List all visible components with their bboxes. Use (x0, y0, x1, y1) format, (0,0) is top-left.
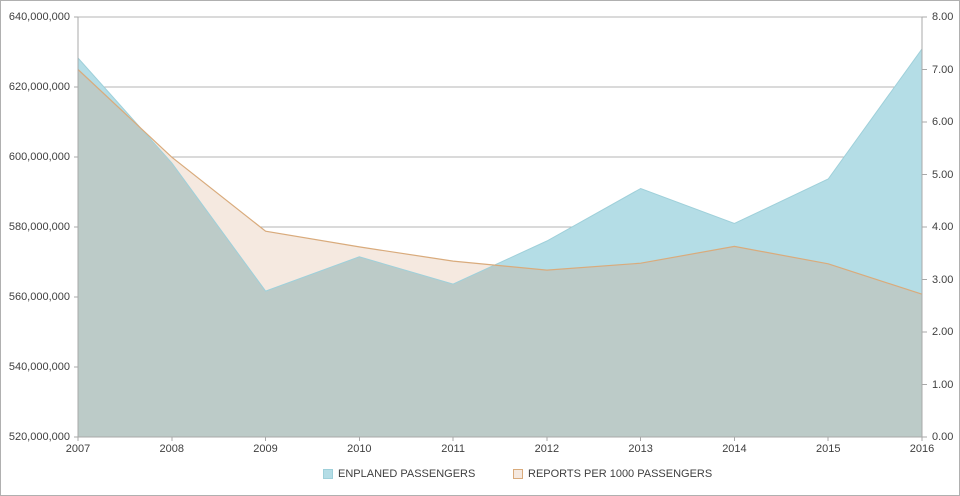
legend-swatch-enplaned-icon (323, 469, 333, 479)
x-axis-year-label: 2008 (159, 443, 184, 455)
right-axis-tick-label: 6.00 (932, 116, 954, 128)
right-axis-tick-label: 5.00 (932, 168, 954, 181)
x-axis-year-label: 2010 (347, 443, 372, 455)
right-axis-tick-label: 0.00 (932, 431, 954, 443)
right-axis-tick-label: 8.00 (932, 11, 954, 23)
legend-item-enplaned-passengers: ENPLANED PASSENGERS (323, 468, 475, 480)
legend-label-enplaned: ENPLANED PASSENGERS (338, 468, 476, 480)
left-axis-tick-label: 580,000,000 (8, 221, 70, 233)
legend-swatch-reports-icon (513, 469, 523, 479)
legend-item-reports-per-1000: REPORTS PER 1000 PASSENGERS (513, 468, 712, 480)
x-axis-year-label: 2014 (722, 443, 747, 455)
left-axis-tick-label: 600,000,000 (8, 151, 70, 163)
x-axis-year-label: 2013 (628, 443, 653, 455)
legend-label-reports: REPORTS PER 1000 PASSENGERS (528, 468, 713, 480)
x-axis-year-label: 2015 (815, 443, 841, 455)
left-axis-tick-label: 540,000,000 (8, 361, 70, 373)
left-axis-tick-label: 620,000,000 (8, 81, 70, 93)
right-axis-tick-label: 4.00 (932, 221, 954, 233)
left-axis-tick-label: 520,000,000 (8, 431, 70, 443)
x-axis-year-label: 2011 (441, 443, 465, 455)
x-axis-year-label: 2007 (65, 443, 91, 455)
left-axis-tick-label: 640,000,000 (8, 11, 70, 23)
right-axis-tick-label: 1.00 (932, 378, 954, 391)
x-axis-year-label: 2009 (253, 443, 278, 455)
left-axis-tick-label: 560,000,000 (8, 291, 70, 303)
x-axis-year-label: 2016 (909, 443, 935, 455)
x-axis-year-label: 2012 (534, 443, 560, 455)
right-axis-tick-label: 3.00 (932, 273, 954, 286)
right-axis-tick-label: 7.00 (932, 63, 954, 76)
right-axis-tick-label: 2.00 (932, 326, 954, 338)
